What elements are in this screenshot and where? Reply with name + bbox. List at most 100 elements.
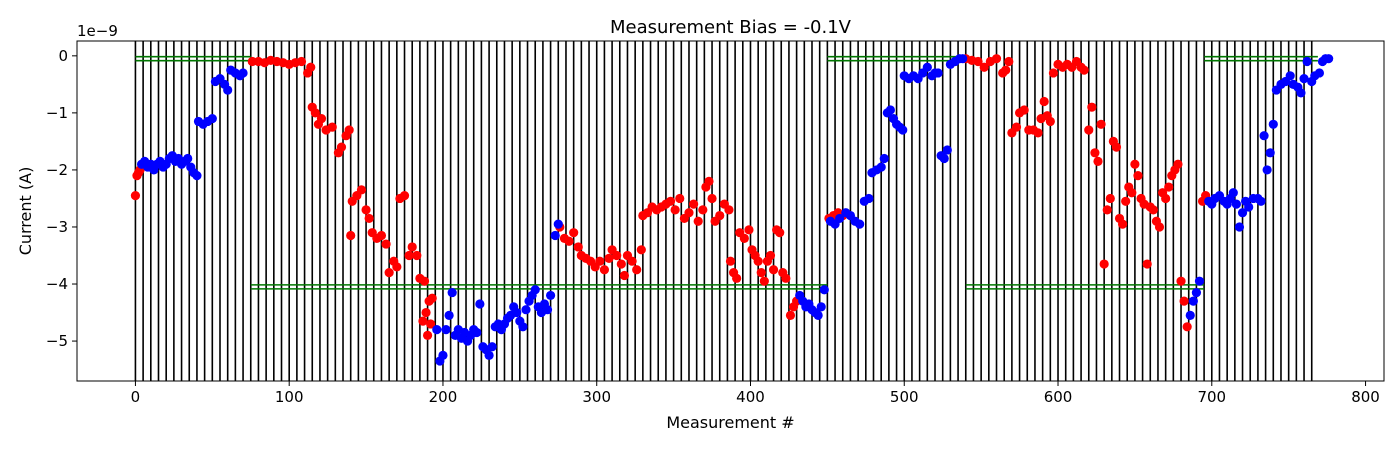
data-point bbox=[384, 268, 394, 278]
data-point bbox=[715, 210, 725, 221]
data-point bbox=[675, 193, 685, 204]
data-point bbox=[192, 171, 202, 181]
x-tick-label: 200 bbox=[429, 388, 458, 406]
data-point bbox=[604, 253, 614, 263]
data-point bbox=[1182, 322, 1192, 332]
data-point bbox=[1185, 310, 1195, 320]
data-point bbox=[1121, 196, 1131, 206]
data-point bbox=[316, 113, 327, 124]
data-point bbox=[1228, 188, 1238, 198]
data-point bbox=[1285, 71, 1295, 81]
data-point bbox=[1079, 65, 1089, 75]
y-tick-label: −3 bbox=[46, 218, 68, 236]
data-point bbox=[1011, 122, 1022, 132]
data-point bbox=[336, 142, 347, 152]
data-point bbox=[381, 239, 391, 249]
data-point bbox=[1173, 159, 1183, 169]
data-point bbox=[238, 68, 248, 78]
data-point bbox=[364, 213, 374, 224]
data-point bbox=[553, 219, 563, 229]
data-point bbox=[1148, 205, 1158, 215]
data-point bbox=[1234, 222, 1245, 232]
data-point bbox=[1001, 65, 1011, 75]
data-point bbox=[573, 242, 583, 252]
data-point bbox=[933, 68, 943, 78]
data-point bbox=[627, 256, 637, 266]
data-point bbox=[426, 319, 436, 329]
data-point bbox=[898, 125, 908, 135]
data-point bbox=[1237, 208, 1248, 218]
data-point bbox=[1105, 193, 1115, 204]
data-point bbox=[518, 322, 528, 332]
data-point bbox=[595, 256, 605, 266]
plot-frame bbox=[76, 40, 1385, 382]
data-point bbox=[1130, 159, 1140, 169]
y-tick-label: −1 bbox=[46, 104, 68, 122]
data-point bbox=[569, 228, 579, 238]
data-point bbox=[1142, 259, 1152, 269]
data-point bbox=[361, 205, 371, 215]
data-point bbox=[1244, 202, 1254, 212]
y-tick-label: 0 bbox=[58, 47, 68, 65]
data-point bbox=[542, 305, 553, 315]
data-point bbox=[1087, 102, 1097, 112]
data-point bbox=[1090, 148, 1100, 158]
data-point bbox=[835, 213, 845, 224]
x-tick-label: 300 bbox=[582, 388, 611, 406]
data-point bbox=[432, 325, 442, 335]
data-point bbox=[1188, 296, 1198, 306]
data-point bbox=[438, 350, 448, 360]
data-point bbox=[819, 285, 829, 295]
data-point bbox=[1324, 54, 1334, 64]
data-point bbox=[545, 290, 556, 301]
data-point bbox=[876, 162, 886, 172]
data-point bbox=[704, 176, 714, 186]
data-point bbox=[399, 190, 410, 201]
data-point bbox=[1256, 196, 1266, 206]
data-point bbox=[1265, 148, 1275, 158]
data-point bbox=[979, 62, 989, 72]
data-point bbox=[632, 265, 642, 275]
data-point bbox=[1302, 56, 1312, 67]
data-point bbox=[816, 302, 826, 312]
data-point bbox=[1299, 74, 1309, 84]
x-axis-label: Measurement # bbox=[666, 413, 794, 432]
data-point bbox=[392, 262, 402, 272]
y-axis-label: Current (A) bbox=[16, 167, 35, 256]
y-tick-label: −5 bbox=[46, 332, 68, 350]
data-point bbox=[1314, 68, 1325, 78]
data-point bbox=[550, 230, 560, 241]
data-point bbox=[1019, 105, 1029, 115]
data-point bbox=[521, 305, 531, 315]
data-point bbox=[472, 327, 482, 338]
data-point bbox=[684, 208, 694, 218]
data-point bbox=[616, 259, 626, 269]
data-point bbox=[447, 287, 457, 298]
data-point bbox=[693, 216, 703, 226]
data-point bbox=[688, 199, 699, 209]
data-point bbox=[724, 205, 734, 215]
data-point bbox=[475, 299, 485, 309]
data-point bbox=[665, 196, 676, 206]
data-point bbox=[130, 190, 141, 201]
data-point bbox=[327, 122, 337, 132]
data-point bbox=[223, 85, 233, 95]
data-point bbox=[864, 193, 874, 204]
data-point bbox=[785, 310, 796, 320]
data-point bbox=[1191, 287, 1202, 298]
data-point bbox=[855, 219, 865, 229]
data-point bbox=[765, 250, 776, 261]
data-point bbox=[707, 193, 717, 204]
data-point bbox=[1161, 193, 1171, 204]
data-point bbox=[346, 230, 356, 241]
data-point bbox=[636, 245, 646, 255]
data-point bbox=[781, 273, 791, 283]
data-point bbox=[599, 265, 610, 275]
data-point bbox=[407, 242, 417, 252]
data-point bbox=[207, 113, 217, 124]
data-point bbox=[1039, 96, 1049, 107]
x-tick-label: 800 bbox=[1351, 388, 1380, 406]
data-point bbox=[775, 228, 785, 238]
data-point bbox=[310, 108, 320, 118]
